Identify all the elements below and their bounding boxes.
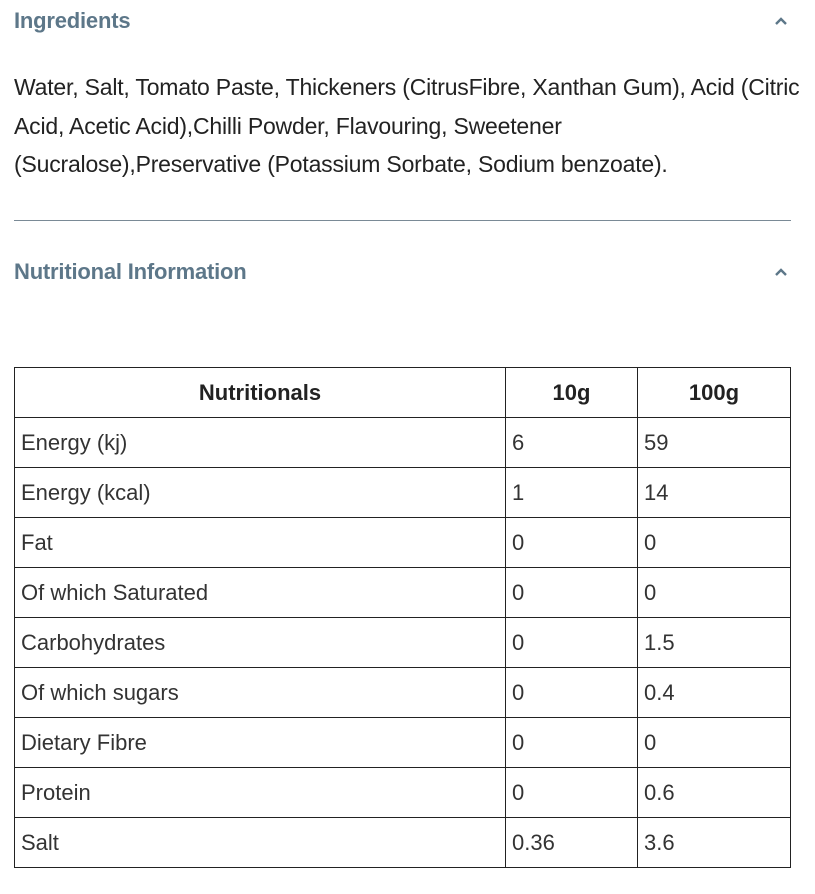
section-divider [14, 220, 791, 221]
nutrient-name: Of which Saturated [14, 567, 506, 618]
value-10g: 0 [505, 667, 638, 718]
value-10g: 0.36 [505, 817, 638, 868]
value-100g: 0 [637, 517, 791, 568]
table-row: Of which sugars 0 0.4 [14, 667, 791, 718]
table-row: Energy (kj) 6 59 [14, 417, 791, 468]
table-row: Salt 0.36 3.6 [14, 817, 791, 868]
chevron-up-icon[interactable] [771, 262, 791, 282]
nutrition-title: Nutritional Information [14, 259, 247, 284]
value-10g: 0 [505, 767, 638, 818]
value-100g: 59 [637, 417, 791, 468]
nutrient-name: Fat [14, 517, 506, 568]
nutrient-name: Salt [14, 817, 506, 868]
table-row: Dietary Fibre 0 0 [14, 717, 791, 768]
nutrient-name: Carbohydrates [14, 617, 506, 668]
nutrient-name: Energy (kj) [14, 417, 506, 468]
value-100g: 1.5 [637, 617, 791, 668]
value-100g: 0 [637, 567, 791, 618]
ingredients-header[interactable]: Ingredients [14, 6, 791, 36]
nutrition-table: Nutritionals 10g 100g Energy (kj) 6 59 Ener… [14, 367, 791, 868]
table-header-row: Nutritionals 10g 100g [14, 367, 791, 418]
table-row: Energy (kcal) 1 14 [14, 467, 791, 518]
column-header: Nutritionals [14, 367, 506, 418]
nutrition-header[interactable]: Nutritional Information [14, 257, 791, 287]
value-100g: 0.6 [637, 767, 791, 818]
nutrient-name: Dietary Fibre [14, 717, 506, 768]
value-100g: 0.4 [637, 667, 791, 718]
value-10g: 0 [505, 517, 638, 568]
nutrient-name: Energy (kcal) [14, 467, 506, 518]
column-header: 10g [505, 367, 638, 418]
ingredients-text: Water, Salt, Tomato Paste, Thickeners (C… [14, 74, 800, 177]
value-10g: 0 [505, 567, 638, 618]
nutrient-name: Of which sugars [14, 667, 506, 718]
value-100g: 3.6 [637, 817, 791, 868]
nutrient-name: Protein [14, 767, 506, 818]
column-header: 100g [637, 367, 791, 418]
value-10g: 6 [505, 417, 638, 468]
table-row: Protein 0 0.6 [14, 767, 791, 818]
value-10g: 1 [505, 467, 638, 518]
value-10g: 0 [505, 617, 638, 668]
table-row: Of which Saturated 0 0 [14, 567, 791, 618]
table-row: Carbohydrates 0 1.5 [14, 617, 791, 668]
table-row: Fat 0 0 [14, 517, 791, 568]
value-100g: 14 [637, 467, 791, 518]
value-10g: 0 [505, 717, 638, 768]
value-100g: 0 [637, 717, 791, 768]
ingredients-title: Ingredients [14, 8, 131, 33]
chevron-up-icon[interactable] [771, 11, 791, 31]
